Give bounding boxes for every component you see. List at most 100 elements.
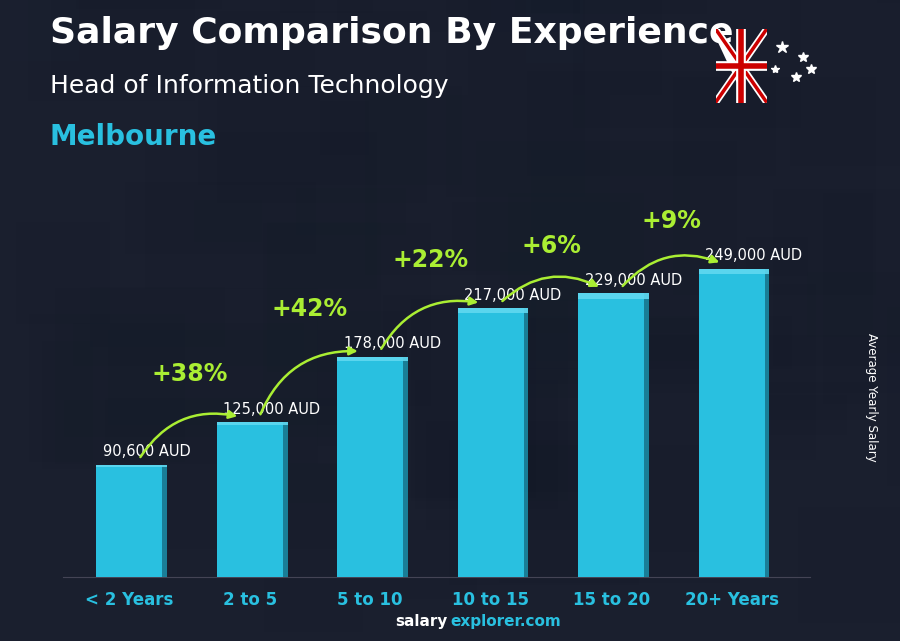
Bar <box>162 465 167 577</box>
Bar <box>217 11 427 203</box>
Bar <box>280 0 373 13</box>
Bar <box>820 0 900 113</box>
Bar <box>551 504 602 637</box>
Bar <box>578 294 649 299</box>
Bar <box>675 521 900 622</box>
Bar <box>526 71 776 176</box>
Bar <box>475 141 737 362</box>
Bar <box>500 251 610 301</box>
Bar <box>698 269 770 274</box>
Bar <box>531 151 689 333</box>
Bar <box>10 0 79 61</box>
Bar <box>194 200 262 242</box>
Bar <box>606 0 864 159</box>
Bar <box>403 356 408 577</box>
Bar <box>225 130 464 289</box>
Bar <box>446 0 586 197</box>
Text: +22%: +22% <box>392 249 469 272</box>
Bar <box>798 262 847 474</box>
Bar <box>515 0 572 148</box>
Bar <box>622 335 900 393</box>
Bar <box>383 295 536 498</box>
Bar <box>96 465 167 467</box>
Bar <box>817 94 900 262</box>
Bar <box>90 287 225 347</box>
Bar <box>765 269 770 577</box>
Bar <box>887 307 900 486</box>
Text: Head of Information Technology: Head of Information Technology <box>50 74 448 97</box>
Bar <box>233 84 362 216</box>
Bar <box>500 445 741 583</box>
Bar <box>491 0 640 38</box>
Text: Salary Comparison By Experience: Salary Comparison By Experience <box>50 16 733 50</box>
Bar <box>515 0 580 13</box>
Bar <box>802 256 900 303</box>
Bar <box>830 544 900 585</box>
Bar <box>672 448 786 617</box>
Bar <box>67 213 143 412</box>
Bar <box>338 356 403 577</box>
Bar <box>145 132 376 289</box>
Bar <box>364 520 477 599</box>
Bar <box>452 0 672 129</box>
Bar <box>877 0 900 3</box>
Bar <box>482 369 619 492</box>
Bar <box>698 269 765 577</box>
Bar <box>105 399 356 549</box>
Bar <box>671 163 900 267</box>
Text: 125,000 AUD: 125,000 AUD <box>223 402 320 417</box>
Bar <box>798 169 876 338</box>
Bar <box>873 40 900 108</box>
Bar <box>630 334 710 553</box>
Bar <box>116 0 325 29</box>
Bar <box>50 0 315 87</box>
Bar <box>75 15 268 79</box>
Bar <box>42 341 94 469</box>
Bar <box>212 308 268 477</box>
Bar <box>502 315 792 369</box>
Bar <box>28 0 194 101</box>
Bar <box>356 508 490 572</box>
Bar <box>752 395 847 435</box>
Bar <box>217 422 283 577</box>
Bar <box>578 294 644 577</box>
Bar <box>526 318 760 385</box>
Bar <box>426 421 589 530</box>
Bar <box>63 406 290 507</box>
Text: +6%: +6% <box>521 233 580 258</box>
Text: +38%: +38% <box>151 362 228 387</box>
Bar <box>798 507 900 623</box>
Bar <box>572 0 801 128</box>
Text: Average Yearly Salary: Average Yearly Salary <box>865 333 878 462</box>
Text: 229,000 AUD: 229,000 AUD <box>585 273 682 288</box>
Bar <box>524 308 528 577</box>
Bar <box>854 0 900 22</box>
Bar <box>83 202 314 333</box>
Bar <box>263 223 431 406</box>
Bar <box>30 257 246 420</box>
Bar <box>758 107 821 148</box>
Bar <box>271 309 326 458</box>
Bar <box>644 294 649 577</box>
Bar <box>592 174 662 277</box>
Bar <box>320 101 369 155</box>
Bar <box>723 284 816 460</box>
Bar <box>338 356 408 360</box>
Bar <box>672 78 876 295</box>
Bar <box>73 323 303 367</box>
Bar <box>97 528 314 621</box>
Text: explorer.com: explorer.com <box>450 615 561 629</box>
Bar <box>723 231 900 340</box>
Bar <box>824 193 873 404</box>
Bar <box>96 465 162 577</box>
Bar <box>261 350 557 538</box>
Bar <box>740 381 878 420</box>
Text: 249,000 AUD: 249,000 AUD <box>706 248 802 263</box>
Bar <box>419 147 542 293</box>
Bar <box>16 222 110 324</box>
Text: Melbourne: Melbourne <box>50 123 217 151</box>
Bar <box>448 440 639 585</box>
Bar <box>806 362 881 437</box>
Text: +42%: +42% <box>272 297 348 320</box>
Text: 90,600 AUD: 90,600 AUD <box>103 444 191 460</box>
